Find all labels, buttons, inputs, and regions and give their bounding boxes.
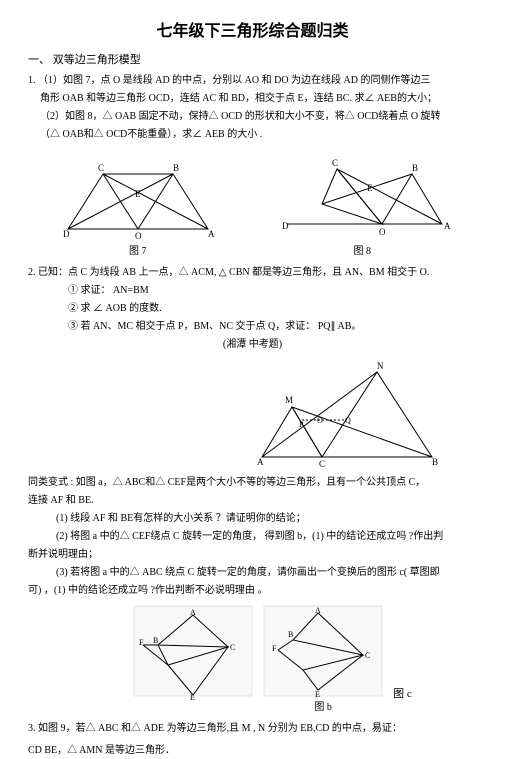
svg-text:M: M <box>285 395 293 405</box>
svg-text:C: C <box>230 643 235 652</box>
variant-line-2: 连接 AF 和 BE. <box>28 493 477 509</box>
problem-1-line-2: 角形 OAB 和等边三角形 OCD，连结 AC 和 BD，相交于点 E，连结 B… <box>28 91 477 107</box>
figure-7-label: 图 7 <box>48 244 228 259</box>
problem-2-source: (湘潭 中考题) <box>28 337 477 353</box>
svg-text:O: O <box>379 227 386 237</box>
svg-text:E: E <box>190 693 195 700</box>
figure-b: A B C E F 图 b <box>263 605 383 715</box>
svg-text:B: B <box>432 457 438 467</box>
section-header-1: 一、 双等边三角形模型 <box>28 52 477 69</box>
svg-text:B: B <box>173 163 179 173</box>
svg-text:A: A <box>190 608 196 617</box>
problem-1-line-4: （△ OAB和△ OCD不能重叠），求∠ AEB 的大小 . <box>28 127 477 143</box>
figure-c-label: 图 c <box>393 686 412 715</box>
problem-1-line-3: （2）如图 8，△ OAB 固定不动，保持△ OCD 的形状和大小不变，将△ O… <box>28 109 477 125</box>
svg-text:C: C <box>365 651 370 660</box>
svg-text:Q: Q <box>345 416 351 425</box>
svg-text:B: B <box>412 163 418 173</box>
figure-a: A B C E F <box>133 605 253 715</box>
variant-line-5: 断并说明理由； <box>28 547 477 563</box>
svg-text:A: A <box>444 221 451 231</box>
svg-text:C: C <box>332 158 338 168</box>
figure-b-svg: A B C E F <box>263 605 383 700</box>
svg-text:A: A <box>257 457 264 467</box>
figure-8: D O A C B E 图 8 <box>267 149 457 259</box>
problem-3-line-2: CD BE，△ AMN 是等边三角形． <box>28 743 477 759</box>
svg-text:D: D <box>63 229 70 239</box>
figure-8-label: 图 8 <box>267 244 457 259</box>
variant-line-1: 同类变式 : 如图 a，△ ABC和△ CEF是两个大小不等的等边三角形，且有一… <box>28 475 477 491</box>
problem-2-line-1: 2. 已知：点 C 为线段 AB 上一点，△ ACM, △ CBN 都是等边三角… <box>28 265 477 281</box>
svg-text:E: E <box>135 189 141 199</box>
svg-text:C: C <box>98 163 104 173</box>
problem-3-line-1: 3. 如图 9，若△ ABC 和△ ADE 为等边三角形,且 M , N 分别为… <box>28 721 477 737</box>
svg-text:E: E <box>315 690 320 699</box>
figure-7: D O A C B E 图 7 <box>48 149 228 259</box>
svg-text:C: C <box>319 459 325 467</box>
problem-2-line-2: ① 求证： AN=BM <box>28 283 477 299</box>
problem-2-line-3: ② 求 ∠ AOB 的度数. <box>28 301 477 317</box>
svg-text:O: O <box>135 231 142 241</box>
variant-line-6: (3) 若将图 a 中的△ ABC 绕点 C 旋转一定的角度，请你画出一个变换后… <box>28 565 477 581</box>
page-title: 七年级下三角形综合题归类 <box>28 20 477 44</box>
svg-text:F: F <box>272 644 277 653</box>
variant-line-3: (1) 线段 AF 和 BE有怎样的大小关系 ？请证明你的结论； <box>28 511 477 527</box>
svg-text:B: B <box>288 630 293 639</box>
figure-b-label: 图 b <box>263 700 383 715</box>
svg-text:F: F <box>139 638 144 647</box>
figure-row-7-8: D O A C B E 图 7 D O A C B E 图 8 <box>28 149 477 259</box>
variant-line-4: (2) 将图 a 中的△ CEF绕点 C 旋转一定的角度， 得到图 b，(1) … <box>28 529 477 545</box>
problem-1-line-1: 1. （1）如图 7，点 O 是线段 AD 的中点，分别以 AO 和 DO 为边… <box>28 73 477 89</box>
figure-7-svg: D O A C B E <box>48 149 228 244</box>
problem-2-line-4: ③ 若 AN、MC 相交于点 P，BM、NC 交于点 Q，求证： PQ∥ AB。 <box>28 319 477 335</box>
figure-8-svg: D O A C B E <box>267 149 457 244</box>
svg-text:N: N <box>377 361 384 371</box>
figure-mn-svg: A C B M N P O Q <box>247 357 447 467</box>
figure-row-ab: A B C E F A B C E F 图 b 图 c <box>28 605 477 715</box>
svg-text:P: P <box>299 420 304 429</box>
svg-text:A: A <box>315 606 321 615</box>
figure-a-svg: A B C E F <box>133 605 253 700</box>
svg-text:A: A <box>208 229 215 239</box>
svg-text:D: D <box>282 221 289 231</box>
variant-line-7: 可) ，(1) 中的结论还成立吗 ?作出判断不必说明理由 。 <box>28 583 477 599</box>
figure-mn: A C B M N P O Q <box>28 357 477 467</box>
svg-text:E: E <box>367 183 373 193</box>
svg-text:O: O <box>317 416 323 425</box>
svg-text:B: B <box>153 636 158 645</box>
